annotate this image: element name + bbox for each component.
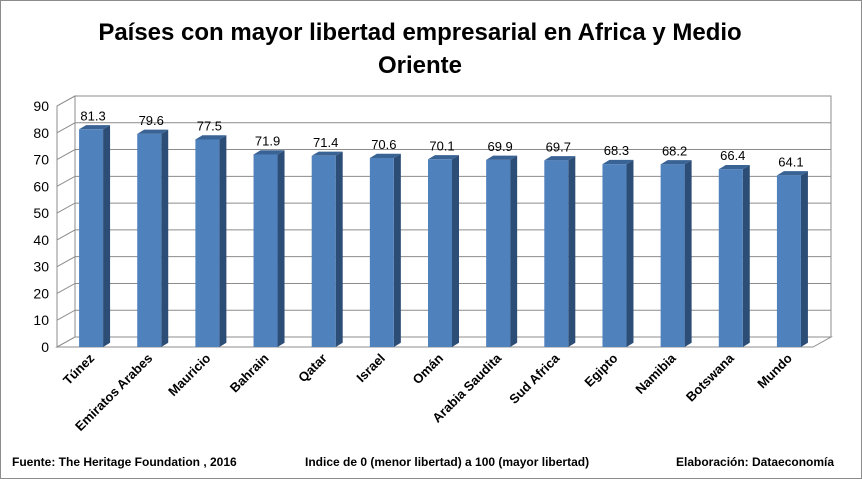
bar-side (335, 151, 343, 347)
x-tick-label: Mauricio (165, 350, 213, 398)
x-tick-label: Qatar (295, 351, 330, 386)
bar-top (486, 155, 518, 160)
bar (195, 139, 220, 347)
bar (718, 169, 743, 347)
bar-side (452, 155, 459, 347)
y-tick-label: 20 (33, 285, 49, 301)
x-tick-label: Túnez (60, 350, 98, 388)
gridline (56, 149, 831, 160)
chart-title: Países con mayor libertad empresarial en… (60, 16, 780, 82)
bar-top (195, 135, 227, 140)
x-tick-label: Sud Africa (506, 350, 563, 407)
bar-top (544, 156, 576, 161)
bar (369, 157, 394, 347)
gridline (56, 229, 831, 241)
y-tick-label: 0 (41, 339, 49, 355)
y-tick-label: 80 (33, 125, 49, 141)
x-tick-label: Israel (353, 351, 388, 386)
bar (776, 175, 801, 347)
bar (311, 155, 336, 347)
x-tick-label: Botswana (683, 350, 738, 405)
y-tick-label: 60 (33, 178, 49, 194)
data-label: 64.1 (778, 154, 803, 169)
bar-side (393, 153, 401, 347)
gridline (56, 122, 831, 134)
bar-top (428, 155, 459, 160)
y-tick-label: 10 (33, 312, 49, 328)
gridline (56, 256, 831, 268)
gridline (56, 282, 831, 294)
gridline (56, 309, 831, 321)
bar-side (103, 125, 111, 347)
side-wall (56, 95, 76, 348)
bar-top (79, 125, 111, 130)
bar (602, 164, 627, 347)
bar-side (684, 160, 692, 347)
bar (137, 133, 162, 347)
gridline (56, 202, 831, 214)
bar-side (161, 129, 169, 347)
bar-top (369, 153, 401, 158)
bar (486, 159, 511, 347)
bar-side (626, 159, 634, 347)
x-tick-label: Namibia (632, 350, 679, 397)
bar-side (800, 171, 808, 347)
data-label: 66.4 (720, 148, 745, 163)
data-label: 68.3 (604, 143, 629, 158)
source-note: Fuente: The Heritage Foundation , 2016 (12, 455, 237, 469)
y-tick-label: 50 (33, 205, 49, 221)
data-label: 81.3 (80, 108, 105, 123)
y-tick-label: 70 (33, 152, 49, 168)
index-note: Indice de 0 (menor libertad) a 100 (mayo… (305, 455, 590, 469)
chart-title-line-1: Países con mayor libertad empresarial en… (98, 19, 742, 46)
bar (544, 160, 569, 347)
bar (660, 164, 685, 347)
x-tick-label: Egipto (581, 350, 620, 389)
bar (428, 159, 452, 347)
bar-top (253, 150, 285, 155)
y-tick-label: 40 (33, 232, 49, 248)
data-label: 71.9 (255, 133, 280, 148)
bar-top (718, 164, 750, 170)
credit-note: Elaboración: Dataeconomía (676, 455, 835, 469)
gridline (56, 95, 831, 107)
bar-side (277, 150, 285, 347)
x-tick-label: Mundo (754, 350, 795, 391)
data-label: 70.6 (371, 137, 396, 152)
bar-top (602, 159, 634, 165)
data-label: 69.7 (546, 139, 571, 154)
data-label: 71.4 (313, 135, 338, 150)
bar-top (776, 171, 808, 176)
data-label: 69.9 (487, 139, 512, 154)
bar-top (137, 129, 169, 134)
bar (79, 129, 104, 347)
y-tick-label: 30 (33, 259, 49, 275)
bar-side (568, 156, 576, 347)
x-tick-label: Omán (409, 350, 446, 387)
data-label: 70.1 (429, 138, 454, 153)
bar-side (219, 135, 227, 347)
gridline (56, 175, 831, 187)
chart-title-line-2: Oriente (377, 52, 463, 79)
bar (253, 154, 278, 347)
bar-top (660, 160, 692, 165)
bar-top (311, 151, 343, 156)
x-tick-label: Bahrain (227, 350, 272, 395)
data-label: 77.5 (197, 118, 222, 133)
data-label: 79.6 (139, 113, 164, 128)
y-tick-label: 90 (33, 98, 49, 114)
bar-side (742, 164, 750, 347)
bar-side (510, 155, 518, 347)
data-label: 68.2 (662, 143, 687, 158)
